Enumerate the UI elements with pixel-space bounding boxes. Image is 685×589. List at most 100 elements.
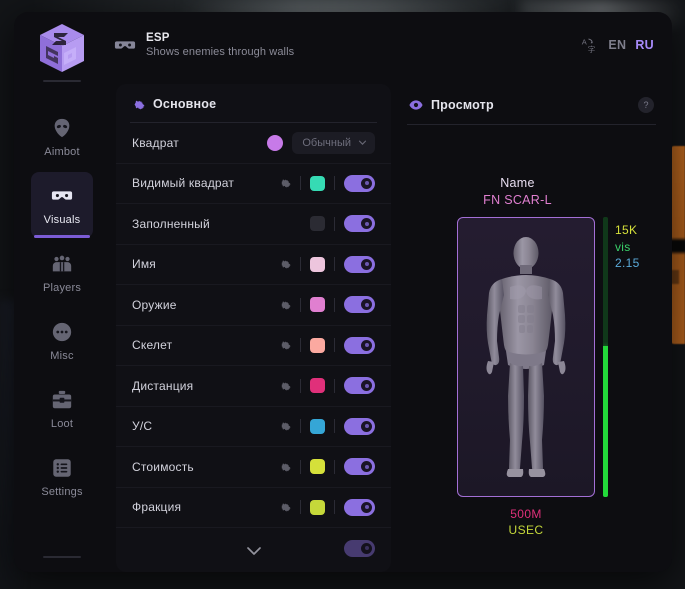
row-controls [279,377,375,395]
control-separator [300,297,301,312]
translate-icon: A 字 [582,37,596,54]
setting-label: Фракция [132,500,182,515]
vr-goggles-icon [51,190,73,200]
chevron-down-icon[interactable] [246,546,262,556]
sidebar: Aimbot Visuals Play [14,78,110,572]
color-swatch[interactable] [310,297,325,313]
sidebar-item-settings[interactable]: Settings [31,444,93,510]
table-row[interactable]: Квадрат Обычный [116,123,391,164]
control-separator [300,500,301,515]
gear-icon[interactable] [279,461,291,473]
toggle-switch[interactable] [344,336,375,354]
toggle-switch[interactable] [344,174,375,192]
table-row[interactable]: Оружие [116,285,391,326]
control-separator [334,459,335,474]
vr-goggles-icon [114,41,136,49]
esp-distance: 500M [510,507,542,521]
table-row[interactable]: Видимый квадрат [116,164,391,204]
health-bar-fill [603,345,608,497]
people-group-icon [52,255,72,271]
control-separator [334,500,335,515]
gear-icon [134,100,145,110]
color-swatch[interactable] [310,499,325,515]
sidebar-item-players[interactable]: Players [31,240,93,306]
toggle-switch[interactable] [344,255,375,273]
row-controls [279,458,375,476]
help-button[interactable]: ? [638,97,654,113]
gear-icon[interactable] [279,339,291,351]
toggle-switch[interactable] [344,417,375,435]
color-swatch[interactable] [310,337,325,353]
window-body: Aimbot Visuals Play [14,78,672,572]
table-row[interactable]: Стоимость [116,447,391,488]
color-swatch[interactable] [310,418,325,434]
table-row[interactable]: Имя [116,245,391,285]
svg-text:A: A [582,37,587,46]
background-orange-panel [671,146,685,344]
table-row[interactable]: У/С [116,407,391,447]
toggle-switch[interactable] [344,215,375,233]
row-controls [344,539,375,557]
sidebar-item-label: Misc [50,349,74,362]
sidebar-divider-top [43,80,81,82]
box-style-dropdown[interactable]: Обычный [292,131,375,154]
preview-panel-title: Просмотр [431,98,494,112]
esp-footer-labels: 500M USEC [457,507,595,538]
sidebar-item-label: Players [42,281,82,294]
content-area: Основное Квадрат Обычный [110,78,672,572]
color-swatch[interactable] [310,216,325,232]
sidebar-item-aimbot[interactable]: Aimbot [31,104,93,170]
table-row[interactable]: Заполненный [116,204,391,245]
row-controls: Обычный [267,131,375,154]
toggle-switch[interactable] [344,377,375,395]
esp-faction: USEC [508,522,544,537]
color-swatch[interactable] [310,175,325,191]
alien-head-icon [54,118,70,137]
control-separator [300,338,301,353]
gear-icon[interactable] [279,501,291,513]
sidebar-item-loot[interactable]: Loot [31,376,93,442]
sidebar-item-label: Aimbot [44,145,80,158]
cheat-menu-window: ESP Shows enemies through walls A 字 EN R… [14,12,672,572]
preview-panel: Просмотр ? Name FN SCAR-L [405,84,658,572]
gear-icon[interactable] [279,299,291,311]
row-controls [279,296,375,314]
table-row[interactable]: Скелет [116,326,391,366]
control-separator [334,297,335,312]
toggle-switch[interactable] [344,296,375,314]
esp-player-name: Name [500,176,535,190]
row-controls [279,498,375,516]
toggle-switch[interactable] [344,498,375,516]
lang-en-button[interactable]: EN [608,38,627,52]
esp-stat-ratio: 2.15 [615,256,640,271]
sidebar-item-misc[interactable]: Misc [31,308,93,374]
background-orange-notch [669,270,679,284]
toggle-switch[interactable] [344,458,375,476]
gear-icon[interactable] [279,380,291,392]
window-header: ESP Shows enemies through walls A 字 EN R… [14,12,672,78]
table-row-partial[interactable] [116,528,391,569]
color-swatch[interactable] [310,378,325,394]
color-swatch[interactable] [310,256,325,272]
chevron-down-icon [358,140,367,146]
control-separator [334,176,335,191]
setting-label: Имя [132,257,156,272]
gear-icon[interactable] [279,420,291,432]
table-row[interactable]: Фракция [116,488,391,528]
preview-panel-header: Просмотр ? [405,84,658,124]
gear-icon[interactable] [279,177,291,189]
esp-stat-value: 15K [615,223,638,237]
preview-panel-rule [407,124,656,125]
table-row[interactable]: Дистанция [116,366,391,407]
eye-icon [409,100,423,110]
toggle-switch[interactable] [344,539,375,557]
settings-rows[interactable]: Квадрат Обычный Видимый квадрат [116,123,391,572]
header-title-block: ESP Shows enemies through walls [114,32,294,58]
page-title: ESP [146,32,170,44]
sidebar-item-visuals[interactable]: Visuals [31,172,93,238]
lang-ru-button[interactable]: RU [635,38,654,52]
color-swatch[interactable] [267,134,284,151]
row-controls [279,417,375,435]
color-swatch[interactable] [310,459,325,475]
gear-icon[interactable] [279,258,291,270]
